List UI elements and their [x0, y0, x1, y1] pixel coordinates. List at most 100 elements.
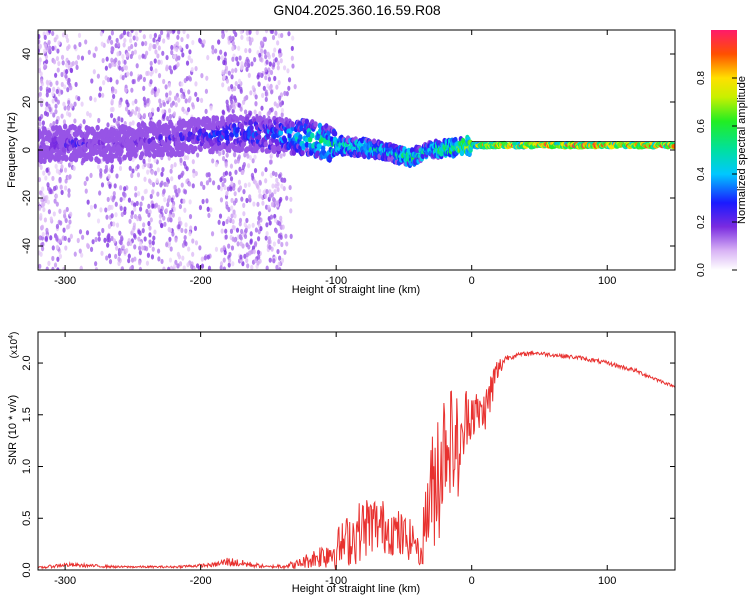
heatmap-cell — [260, 48, 264, 54]
figure-title: GN04.2025.360.16.59.R08 — [273, 2, 441, 18]
heatmap-cell — [227, 39, 231, 45]
heatmap-cell — [114, 88, 118, 94]
heatmap-cell — [94, 261, 98, 267]
heatmap-cell — [248, 155, 252, 161]
heatmap-cell — [409, 147, 415, 154]
heatmap-cell — [133, 152, 138, 159]
heatmap-cell — [247, 182, 251, 188]
heatmap-cell — [264, 235, 268, 241]
heatmap-cell — [54, 193, 59, 199]
heatmap-cell — [181, 106, 185, 112]
heatmap-cell — [142, 158, 146, 164]
heatmap-cell — [189, 58, 194, 64]
heatmap-cell — [222, 266, 226, 270]
heatmap-cell — [38, 263, 42, 270]
heatmap-cell — [108, 63, 112, 69]
heatmap-cell — [225, 190, 229, 197]
heatmap-cell — [237, 179, 242, 185]
heatmap-cell — [190, 264, 194, 270]
heatmap-cell — [178, 45, 182, 51]
heatmap-cell — [94, 266, 99, 270]
heatmap-cell — [241, 169, 245, 175]
heatmap-cell — [55, 55, 60, 62]
heatmap-cell — [138, 206, 143, 212]
heatmap-cell — [73, 44, 77, 50]
heatmap-cell — [257, 254, 261, 260]
heatmap-cell — [238, 55, 242, 61]
heatmap-cell — [234, 159, 238, 165]
heatmap-cell — [152, 235, 156, 241]
heatmap-cell — [188, 95, 192, 102]
heatmap-cell — [166, 201, 170, 208]
snr-frame — [37, 331, 676, 571]
heatmap-cell — [175, 192, 179, 198]
heatmap-cell — [162, 78, 166, 85]
heatmap-cell — [232, 209, 236, 215]
heatmap-cell — [156, 191, 160, 197]
heatmap-cell — [117, 116, 121, 122]
heatmap-cell — [182, 160, 187, 167]
heatmap-cell — [38, 33, 41, 40]
heatmap-cell — [273, 47, 277, 53]
heatmap-cell — [200, 263, 205, 269]
heatmap-cell — [256, 74, 260, 80]
heatmap-cell — [242, 189, 246, 195]
heatmap-cell — [46, 199, 50, 205]
heatmap-cell — [230, 83, 234, 90]
heatmap-cell — [180, 227, 184, 234]
heatmap-cell — [168, 236, 172, 242]
heatmap-cell — [85, 242, 90, 249]
heatmap-cell — [272, 62, 276, 68]
heatmap-cell — [44, 175, 48, 181]
y-tick-label: 1.0 — [21, 459, 33, 474]
heatmap-cell — [277, 238, 281, 245]
heatmap-cell — [192, 168, 196, 174]
heatmap-cell — [93, 144, 98, 151]
heatmap-cell — [170, 49, 174, 56]
heatmap-cell — [141, 195, 145, 201]
heatmap-cell — [88, 155, 94, 162]
heatmap-cell — [175, 131, 181, 138]
heatmap-cell — [118, 65, 122, 71]
heatmap-cell — [254, 101, 258, 107]
heatmap-cell — [147, 220, 151, 227]
heatmap-cell — [235, 127, 240, 134]
heatmap-cell — [139, 151, 145, 158]
heatmap-cell — [270, 107, 274, 113]
heatmap-cell — [145, 50, 149, 56]
heatmap-cell — [65, 68, 69, 75]
x-tick-label: -100 — [325, 575, 347, 587]
heatmap-cell — [257, 215, 261, 221]
heatmap-cell — [159, 102, 163, 108]
heatmap-cell — [119, 185, 123, 191]
heatmap-cell — [127, 109, 131, 115]
heatmap-cell — [122, 30, 127, 36]
heatmap-cell — [256, 184, 260, 190]
heatmap-cell — [51, 175, 55, 182]
heatmap-cell — [60, 81, 64, 88]
heatmap-cell — [40, 224, 45, 230]
heatmap-cell — [149, 33, 153, 40]
heatmap-cell — [230, 205, 234, 211]
heatmap-cell — [39, 158, 44, 165]
heatmap-cell — [56, 256, 60, 262]
heatmap-cell — [264, 193, 268, 199]
heatmap-cell — [98, 92, 102, 98]
heatmap-cell — [221, 69, 225, 75]
heatmap-cell — [39, 85, 43, 91]
heatmap-cell — [40, 246, 45, 252]
heatmap-cell — [45, 88, 50, 94]
heatmap-cell — [222, 257, 226, 263]
heatmap-cell — [271, 170, 276, 176]
heatmap-cell — [124, 106, 129, 112]
y-tick-label: -20 — [21, 190, 33, 206]
heatmap-cell — [267, 204, 271, 210]
heatmap-cell — [130, 30, 134, 34]
heatmap-cell — [38, 38, 41, 45]
heatmap-cell — [162, 266, 166, 270]
heatmap-cell — [123, 59, 127, 65]
heatmap-cell — [205, 75, 209, 81]
heatmap-cell — [129, 240, 133, 247]
heatmap-cell — [66, 87, 70, 93]
heatmap-cell — [268, 220, 272, 226]
